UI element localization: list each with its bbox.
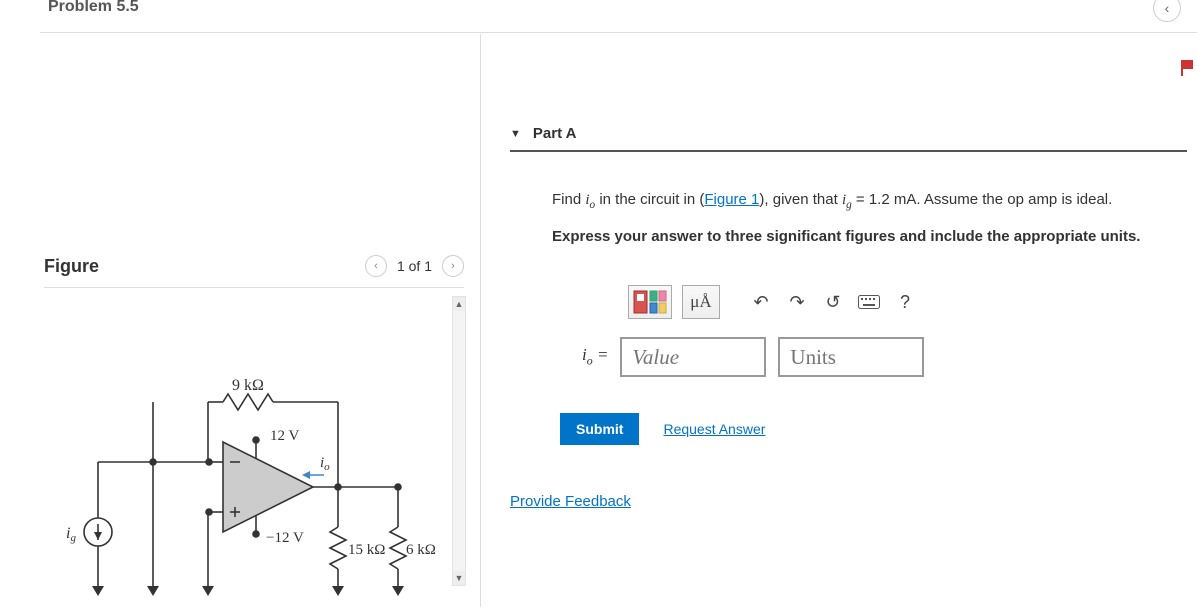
circuit-diagram: 9 kΩ 12 V −12 V io ig 15 kΩ 6 kΩ	[48, 332, 448, 612]
value-input[interactable]	[620, 337, 766, 377]
scroll-down-icon[interactable]: ▼	[453, 571, 465, 585]
part-a-instruction: Express your answer to three significant…	[510, 228, 1187, 245]
figure-title: Figure	[44, 256, 99, 277]
scroll-up-icon[interactable]: ▲	[453, 297, 465, 311]
undo-button[interactable]: ↶	[748, 287, 774, 317]
reset-button[interactable]: ↺	[820, 287, 846, 317]
svg-text:9 kΩ: 9 kΩ	[232, 377, 264, 394]
svg-text:12 V: 12 V	[270, 428, 299, 444]
provide-feedback-link[interactable]: Provide Feedback	[510, 493, 631, 510]
templates-button[interactable]	[628, 285, 672, 319]
prev-page-circle[interactable]: ‹	[1153, 0, 1181, 22]
figure-nav: ‹ 1 of 1 ›	[365, 255, 464, 277]
figure-link[interactable]: Figure 1	[704, 191, 759, 208]
column-divider	[480, 34, 481, 607]
submit-button[interactable]: Submit	[560, 413, 639, 445]
redo-button[interactable]: ↷	[784, 287, 810, 317]
help-button[interactable]: ?	[892, 287, 918, 317]
svg-text:io: io	[320, 455, 330, 473]
keyboard-button[interactable]	[856, 287, 882, 317]
problem-title: Problem 5.5	[48, 0, 139, 16]
part-a-header[interactable]: ▼ Part A	[510, 125, 1187, 152]
svg-text:−12 V: −12 V	[266, 530, 304, 546]
collapse-icon: ▼	[510, 128, 521, 140]
svg-text:ig: ig	[66, 525, 76, 544]
units-input[interactable]	[778, 337, 924, 377]
flag-icon[interactable]	[1181, 60, 1195, 76]
answer-input-area: μÅ ↶ ↷ ↺ ? io =	[560, 273, 960, 391]
answer-label: io =	[582, 345, 608, 368]
part-a-title: Part A	[533, 125, 577, 142]
top-divider	[40, 32, 1197, 33]
figure-next-button[interactable]: ›	[442, 255, 464, 277]
part-a-prompt: Find io in the circuit in (Figure 1), gi…	[510, 188, 1187, 214]
svg-text:6 kΩ: 6 kΩ	[406, 542, 436, 558]
request-answer-link[interactable]: Request Answer	[663, 421, 765, 437]
svg-text:15 kΩ: 15 kΩ	[348, 542, 385, 558]
figure-prev-button[interactable]: ‹	[365, 255, 387, 277]
units-button[interactable]: μÅ	[682, 285, 720, 319]
figure-scrollbar[interactable]: ▲ ▼	[452, 296, 466, 586]
figure-nav-text: 1 of 1	[397, 258, 432, 274]
figure-header: Figure ‹ 1 of 1 ›	[44, 255, 464, 288]
